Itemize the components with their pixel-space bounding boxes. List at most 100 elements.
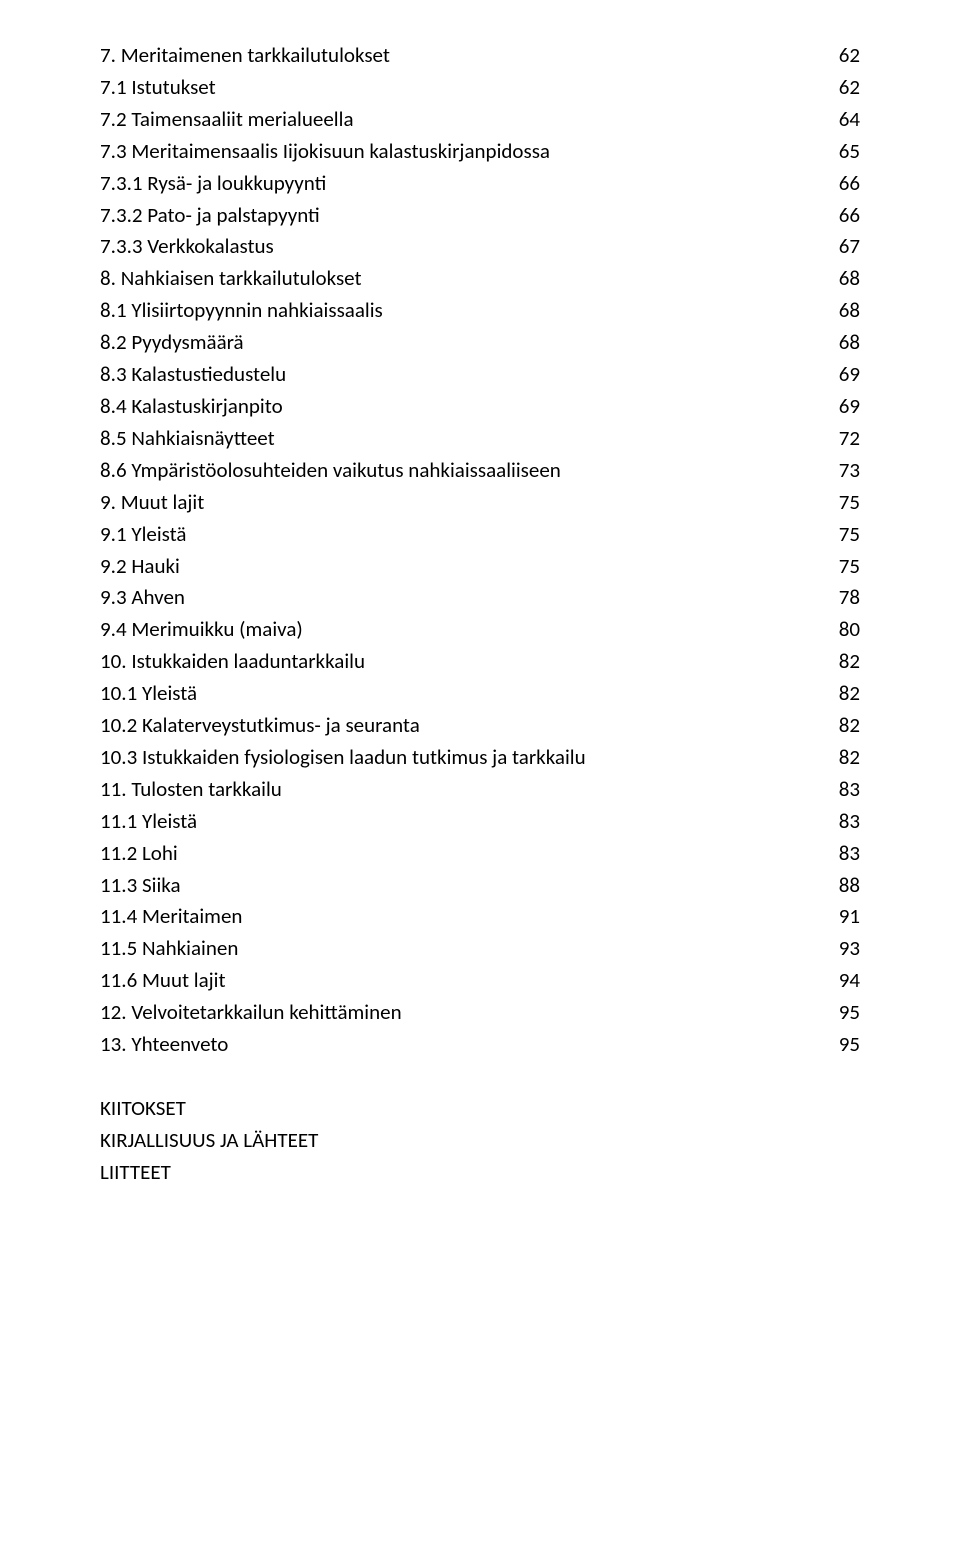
toc-entry-page: 95 <box>820 997 860 1029</box>
toc-entry-label: 11.3 Siika <box>100 870 820 902</box>
toc-row: 10.2 Kalaterveystutkimus- ja seuranta82 <box>100 710 860 742</box>
toc-row: 8.2 Pyydysmäärä68 <box>100 327 860 359</box>
toc-entry-page: 68 <box>820 327 860 359</box>
toc-entry-page: 66 <box>820 200 860 232</box>
toc-entry-page: 69 <box>820 391 860 423</box>
appendix-item: KIRJALLISUUS JA LÄHTEET <box>100 1125 860 1157</box>
toc-row: 8.1 Ylisiirtopyynnin nahkiaissaalis68 <box>100 295 860 327</box>
toc-row: 10.1 Yleistä82 <box>100 678 860 710</box>
toc-entry-label: 9. Muut lajit <box>100 487 820 519</box>
toc-row: 10. Istukkaiden laaduntarkkailu82 <box>100 646 860 678</box>
toc-row: 11. Tulosten tarkkailu83 <box>100 774 860 806</box>
toc-row: 8.5 Nahkiaisnäytteet72 <box>100 423 860 455</box>
toc-entry-page: 66 <box>820 168 860 200</box>
toc-entry-label: 9.2 Hauki <box>100 551 820 583</box>
toc-row: 7.2 Taimensaaliit merialueella64 <box>100 104 860 136</box>
toc-entry-label: 10.3 Istukkaiden fysiologisen laadun tut… <box>100 742 820 774</box>
toc-row: 8.3 Kalastustiedustelu69 <box>100 359 860 391</box>
toc-page: 7. Meritaimenen tarkkailutulokset627.1 I… <box>0 0 960 1229</box>
toc-row: 10.3 Istukkaiden fysiologisen laadun tut… <box>100 742 860 774</box>
toc-entry-label: 9.4 Merimuikku (maiva) <box>100 614 820 646</box>
toc-list: 7. Meritaimenen tarkkailutulokset627.1 I… <box>100 40 860 1061</box>
toc-entry-label: 9.3 Ahven <box>100 582 820 614</box>
toc-row: 11.5 Nahkiainen93 <box>100 933 860 965</box>
toc-row: 11.2 Lohi83 <box>100 838 860 870</box>
appendix-item: LIITTEET <box>100 1157 860 1189</box>
toc-entry-page: 83 <box>820 774 860 806</box>
toc-entry-label: 7.3.3 Verkkokalastus <box>100 231 820 263</box>
toc-entry-label: 8.2 Pyydysmäärä <box>100 327 820 359</box>
toc-entry-page: 69 <box>820 359 860 391</box>
toc-entry-label: 7.1 Istutukset <box>100 72 820 104</box>
toc-entry-page: 82 <box>820 646 860 678</box>
toc-row: 7.3.2 Pato- ja palstapyynti66 <box>100 200 860 232</box>
toc-entry-page: 93 <box>820 933 860 965</box>
toc-row: 7.1 Istutukset62 <box>100 72 860 104</box>
toc-entry-label: 7.3 Meritaimensaalis Iijokisuun kalastus… <box>100 136 820 168</box>
toc-entry-page: 67 <box>820 231 860 263</box>
toc-entry-page: 75 <box>820 487 860 519</box>
toc-entry-label: 12. Velvoitetarkkailun kehittäminen <box>100 997 820 1029</box>
appendix-item: KIITOKSET <box>100 1093 860 1125</box>
toc-entry-label: 7.2 Taimensaaliit merialueella <box>100 104 820 136</box>
toc-entry-page: 65 <box>820 136 860 168</box>
toc-row: 12. Velvoitetarkkailun kehittäminen95 <box>100 997 860 1029</box>
toc-entry-page: 62 <box>820 40 860 72</box>
toc-entry-page: 94 <box>820 965 860 997</box>
appendix-list: KIITOKSETKIRJALLISUUS JA LÄHTEETLIITTEET <box>100 1093 860 1189</box>
toc-row: 9.2 Hauki75 <box>100 551 860 583</box>
toc-row: 7. Meritaimenen tarkkailutulokset62 <box>100 40 860 72</box>
toc-entry-page: 68 <box>820 263 860 295</box>
toc-entry-label: 8.3 Kalastustiedustelu <box>100 359 820 391</box>
toc-entry-label: 10. Istukkaiden laaduntarkkailu <box>100 646 820 678</box>
toc-row: 13. Yhteenveto95 <box>100 1029 860 1061</box>
toc-entry-page: 95 <box>820 1029 860 1061</box>
toc-row: 9.1 Yleistä75 <box>100 519 860 551</box>
toc-row: 11.4 Meritaimen91 <box>100 901 860 933</box>
toc-entry-label: 11.6 Muut lajit <box>100 965 820 997</box>
toc-row: 11.1 Yleistä83 <box>100 806 860 838</box>
toc-entry-page: 62 <box>820 72 860 104</box>
toc-entry-page: 83 <box>820 806 860 838</box>
toc-entry-label: 7.3.1 Rysä- ja loukkupyynti <box>100 168 820 200</box>
toc-entry-label: 7.3.2 Pato- ja palstapyynti <box>100 200 820 232</box>
toc-entry-label: 11.2 Lohi <box>100 838 820 870</box>
toc-entry-page: 80 <box>820 614 860 646</box>
toc-entry-page: 88 <box>820 870 860 902</box>
toc-row: 9.4 Merimuikku (maiva)80 <box>100 614 860 646</box>
toc-row: 8.6 Ympäristöolosuhteiden vaikutus nahki… <box>100 455 860 487</box>
toc-row: 11.6 Muut lajit94 <box>100 965 860 997</box>
toc-row: 8. Nahkiaisen tarkkailutulokset68 <box>100 263 860 295</box>
toc-entry-page: 64 <box>820 104 860 136</box>
toc-entry-label: 10.2 Kalaterveystutkimus- ja seuranta <box>100 710 820 742</box>
toc-entry-label: 8.4 Kalastuskirjanpito <box>100 391 820 423</box>
toc-entry-page: 68 <box>820 295 860 327</box>
toc-entry-page: 72 <box>820 423 860 455</box>
toc-entry-label: 7. Meritaimenen tarkkailutulokset <box>100 40 820 72</box>
toc-entry-label: 8.5 Nahkiaisnäytteet <box>100 423 820 455</box>
toc-entry-label: 8.1 Ylisiirtopyynnin nahkiaissaalis <box>100 295 820 327</box>
toc-entry-label: 9.1 Yleistä <box>100 519 820 551</box>
toc-entry-page: 91 <box>820 901 860 933</box>
toc-entry-label: 13. Yhteenveto <box>100 1029 820 1061</box>
toc-entry-label: 11. Tulosten tarkkailu <box>100 774 820 806</box>
toc-entry-label: 11.5 Nahkiainen <box>100 933 820 965</box>
toc-row: 9.3 Ahven78 <box>100 582 860 614</box>
toc-entry-label: 11.4 Meritaimen <box>100 901 820 933</box>
toc-row: 8.4 Kalastuskirjanpito69 <box>100 391 860 423</box>
toc-entry-page: 82 <box>820 678 860 710</box>
toc-row: 11.3 Siika88 <box>100 870 860 902</box>
toc-entry-label: 10.1 Yleistä <box>100 678 820 710</box>
toc-entry-page: 75 <box>820 551 860 583</box>
toc-entry-page: 73 <box>820 455 860 487</box>
toc-row: 9. Muut lajit75 <box>100 487 860 519</box>
toc-row: 7.3 Meritaimensaalis Iijokisuun kalastus… <box>100 136 860 168</box>
toc-entry-page: 78 <box>820 582 860 614</box>
toc-entry-page: 83 <box>820 838 860 870</box>
toc-entry-label: 11.1 Yleistä <box>100 806 820 838</box>
toc-entry-label: 8. Nahkiaisen tarkkailutulokset <box>100 263 820 295</box>
toc-entry-label: 8.6 Ympäristöolosuhteiden vaikutus nahki… <box>100 455 820 487</box>
toc-entry-page: 82 <box>820 710 860 742</box>
toc-row: 7.3.1 Rysä- ja loukkupyynti66 <box>100 168 860 200</box>
toc-entry-page: 75 <box>820 519 860 551</box>
